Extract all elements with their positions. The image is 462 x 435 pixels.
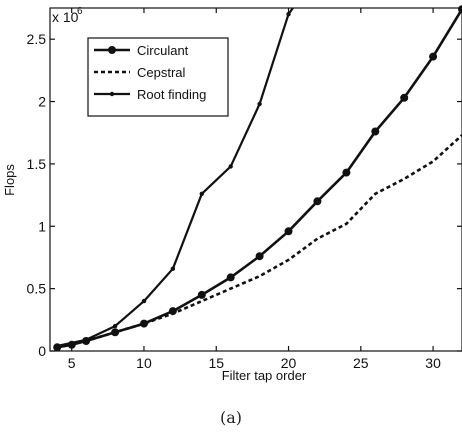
- y-tick-label: 0.5: [27, 281, 47, 297]
- legend-label-cepstral: Cepstral: [137, 65, 186, 80]
- y-tick-label: 0: [38, 343, 46, 359]
- data-point-root-finding: [113, 324, 117, 328]
- y-tick-label: 1.5: [27, 156, 47, 172]
- data-point-circulant: [429, 53, 437, 61]
- x-tick-label: 25: [353, 355, 369, 371]
- data-point-root-finding: [142, 299, 146, 303]
- x-tick-label: 10: [136, 355, 152, 371]
- legend-marker-circulant: [108, 46, 116, 54]
- y-axis-title: Flops: [2, 164, 17, 196]
- y-tick-label: 2: [38, 94, 46, 110]
- legend-marker-root-finding: [110, 92, 114, 96]
- data-point-circulant: [313, 197, 321, 205]
- legend-label-circulant: Circulant: [137, 43, 189, 58]
- data-point-root-finding: [171, 267, 175, 271]
- legend: Circulant Cepstral Root finding: [88, 38, 228, 116]
- data-point-circulant: [256, 252, 264, 260]
- y-tick-label: 2.5: [27, 31, 47, 47]
- data-point-root-finding: [84, 338, 88, 342]
- data-point-circulant: [227, 273, 235, 281]
- x-axis-title: Filter tap order: [222, 368, 307, 383]
- y-tick-label: 1: [38, 218, 46, 234]
- y-multiplier-label: x 10: [52, 9, 79, 25]
- data-point-root-finding: [286, 12, 290, 16]
- x-tick-label: 30: [425, 355, 441, 371]
- figure-caption: (a): [0, 408, 462, 427]
- data-point-root-finding: [200, 192, 204, 196]
- data-point-circulant: [458, 5, 462, 13]
- data-point-circulant: [198, 291, 206, 299]
- series-line-cepstral: [57, 135, 462, 347]
- legend-label-root-finding: Root finding: [137, 87, 206, 102]
- data-point-root-finding: [55, 344, 59, 348]
- x-tick-label: 5: [68, 355, 76, 371]
- y-multiplier-exponent: 6: [77, 6, 83, 17]
- data-point-circulant: [400, 94, 408, 102]
- data-point-circulant: [285, 227, 293, 235]
- data-point-root-finding: [257, 102, 261, 106]
- data-point-circulant: [342, 169, 350, 177]
- data-point-circulant: [371, 128, 379, 136]
- data-point-root-finding: [229, 164, 233, 168]
